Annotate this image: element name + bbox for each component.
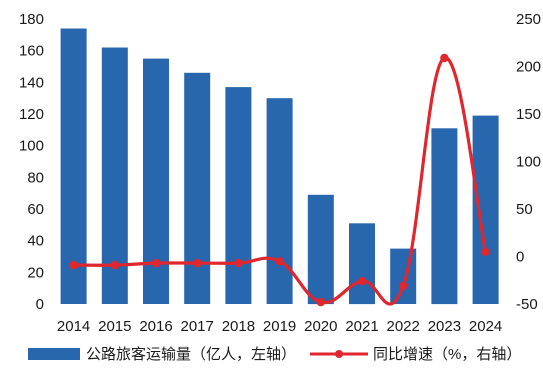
x-axis: 2014 2015 2016 2017 2018 2019 2020 2021 2022 2023…	[57, 318, 502, 335]
left-tick-label: 120	[19, 106, 44, 123]
bar-2024	[472, 115, 499, 304]
bar-2021	[349, 223, 375, 305]
legend-bar-swatch	[28, 348, 80, 360]
x-tick-label: 2019	[263, 318, 296, 335]
growth-point-2021	[357, 277, 367, 286]
bar-2020	[307, 194, 334, 305]
left-tick-label: 20	[27, 264, 44, 281]
legend-line-marker	[335, 350, 343, 358]
bar-2022	[390, 248, 417, 304]
line-layer	[69, 53, 490, 307]
x-tick-label: 2023	[428, 318, 461, 335]
legend-bar-label: 公路旅客运输量（亿人，左轴）	[86, 346, 296, 363]
left-tick-label: 140	[19, 74, 44, 91]
bar-2019	[266, 98, 293, 304]
bar-2018	[225, 87, 252, 304]
bars-layer	[60, 28, 499, 305]
x-tick-label: 2024	[469, 318, 502, 335]
right-tick-label: 100	[516, 154, 541, 171]
growth-point-2016	[151, 258, 161, 268]
left-axis: 0 20 40 60 80 100 120 140 160 180	[19, 11, 44, 313]
right-tick-label: 200	[516, 59, 541, 76]
left-tick-label: 80	[27, 169, 44, 186]
legend: 公路旅客运输量（亿人，左轴） 同比增速（%，右轴）	[28, 346, 521, 363]
left-tick-label: 160	[19, 43, 44, 60]
x-tick-label: 2021	[345, 318, 378, 335]
x-tick-label: 2015	[98, 318, 131, 335]
growth-point-2023	[440, 53, 449, 63]
right-tick-label: -50	[516, 296, 538, 313]
x-tick-label: 2016	[139, 318, 172, 335]
bar-2023	[431, 128, 458, 305]
growth-point-2019	[275, 257, 284, 266]
growth-point-2024	[481, 247, 490, 256]
growth-point-2017	[193, 258, 202, 268]
x-tick-label: 2020	[304, 318, 337, 335]
growth-point-2022	[399, 281, 408, 291]
growth-point-2018	[234, 258, 243, 268]
legend-line-label: 同比增速（%，右轴）	[373, 346, 521, 363]
growth-point-2014	[69, 260, 78, 270]
x-tick-label: 2017	[181, 318, 214, 335]
growth-point-2020	[316, 297, 325, 307]
left-tick-label: 0	[36, 296, 44, 313]
right-axis: -50 0 50 100 150 200 250	[516, 11, 541, 313]
x-tick-label: 2014	[57, 318, 90, 335]
x-tick-label: 2018	[222, 318, 255, 335]
left-tick-label: 40	[27, 233, 44, 250]
left-tick-label: 180	[19, 11, 44, 28]
right-tick-label: 50	[516, 201, 533, 218]
growth-point-2015	[110, 260, 120, 270]
bar-2017	[184, 72, 211, 304]
right-tick-label: 150	[516, 106, 541, 123]
x-tick-label: 2022	[387, 318, 420, 335]
left-tick-label: 100	[19, 138, 44, 155]
bar-2014	[60, 28, 87, 304]
left-tick-label: 60	[27, 201, 44, 218]
right-tick-label: 250	[516, 11, 541, 28]
right-tick-label: 0	[516, 249, 524, 266]
